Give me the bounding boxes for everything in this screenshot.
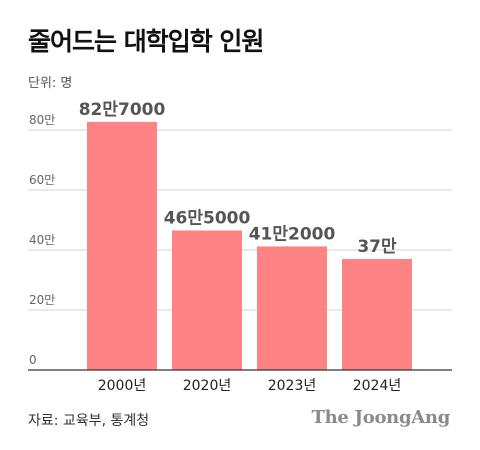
y-tick-label: 60만 bbox=[29, 173, 55, 187]
data-label: 37만 bbox=[357, 237, 397, 257]
x-tick-label: 2000년 bbox=[98, 378, 147, 394]
bar bbox=[87, 121, 157, 371]
brand-logo: The JoongAng bbox=[311, 407, 451, 428]
bar bbox=[172, 230, 242, 370]
x-tick-label: 2024년 bbox=[353, 378, 402, 394]
chart-title: 줄어드는 대학입학 인원 bbox=[28, 27, 264, 56]
y-tick-label: 80만 bbox=[29, 113, 55, 127]
bar bbox=[257, 246, 327, 370]
x-tick-label: 2020년 bbox=[183, 378, 232, 394]
y-tick-label: 0 bbox=[29, 353, 37, 367]
data-label: 82만7000 bbox=[79, 100, 166, 120]
bars bbox=[87, 121, 412, 371]
source-note: 자료: 교육부, 통계청 bbox=[28, 413, 150, 429]
x-tick-label: 2023년 bbox=[268, 378, 317, 394]
y-tick-label: 20만 bbox=[29, 293, 55, 307]
unit-label: 단위: 명 bbox=[28, 76, 73, 91]
y-tick-label: 40만 bbox=[29, 233, 55, 247]
data-label: 41만2000 bbox=[249, 224, 336, 244]
data-label: 46만5000 bbox=[164, 209, 251, 229]
bar bbox=[342, 259, 412, 370]
x-axis: 2000년 2020년 2023년 2024년 bbox=[28, 369, 452, 394]
